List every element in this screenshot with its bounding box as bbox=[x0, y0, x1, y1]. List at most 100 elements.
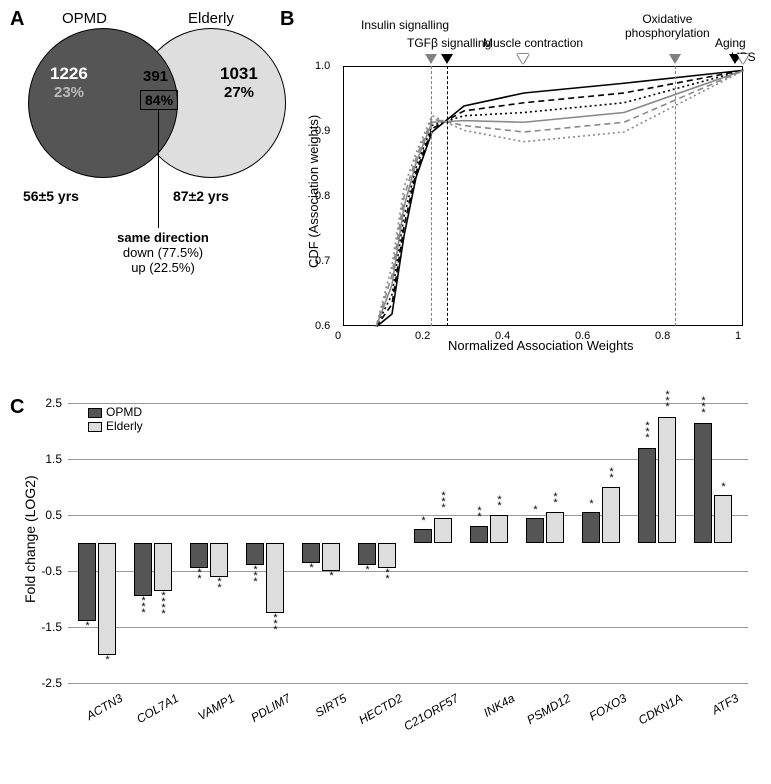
bar-elderly bbox=[266, 543, 284, 613]
cdf-ytick: 0.9 bbox=[315, 125, 330, 137]
cdf-curves-svg bbox=[344, 67, 744, 327]
barchart-ytick: 0.5 bbox=[45, 508, 68, 522]
bar-opmd bbox=[358, 543, 376, 565]
significance-stars: * bbox=[302, 565, 320, 571]
cdf-plot-area bbox=[343, 66, 743, 326]
significance-stars: * bbox=[322, 573, 340, 579]
significance-stars: ** bbox=[546, 494, 564, 506]
cdf-ytick: 0.7 bbox=[315, 255, 330, 267]
pathway-drop-line bbox=[447, 66, 448, 326]
cdf-xlabel: Normalized Association Weights bbox=[448, 338, 633, 353]
venn-title-left: OPMD bbox=[62, 10, 107, 27]
barchart-ytick: 2.5 bbox=[45, 396, 68, 410]
panel-a-venn: OPMD Elderly 1226 23% 1031 27% 391 84% 5… bbox=[8, 8, 308, 378]
venn-overlap-pct: 84% bbox=[140, 90, 178, 110]
significance-stars: *** bbox=[658, 392, 676, 410]
venn-connector-line bbox=[158, 110, 159, 228]
bar-opmd bbox=[78, 543, 96, 621]
significance-stars: * bbox=[358, 567, 376, 573]
cdf-xtick: 0.2 bbox=[415, 330, 430, 342]
significance-stars: * bbox=[714, 484, 732, 490]
barchart-xlabel: C21ORF57 bbox=[393, 691, 461, 738]
barchart-gridline bbox=[68, 683, 748, 684]
significance-stars: *** bbox=[134, 598, 152, 616]
bar-elderly bbox=[154, 543, 172, 591]
pathway-label: Insulin signalling bbox=[361, 18, 449, 32]
barchart-xlabel: FOXO3 bbox=[561, 691, 629, 738]
legend-elderly: Elderly bbox=[106, 419, 143, 433]
bar-opmd bbox=[582, 512, 600, 543]
bar-opmd bbox=[302, 543, 320, 563]
venn-overlap-count: 391 bbox=[143, 68, 168, 85]
bar-opmd bbox=[190, 543, 208, 568]
pathway-marker-icon bbox=[441, 54, 453, 64]
cdf-ytick: 0.6 bbox=[315, 320, 330, 332]
legend-opmd: OPMD bbox=[106, 405, 142, 419]
significance-stars: ** bbox=[470, 508, 488, 520]
significance-stars: ** bbox=[378, 570, 396, 582]
significance-stars: * bbox=[414, 518, 432, 524]
significance-stars: *** bbox=[638, 423, 656, 441]
barchart-ytick: -1.5 bbox=[41, 620, 68, 634]
barchart-ytick: 1.5 bbox=[45, 452, 68, 466]
significance-stars: *** bbox=[694, 398, 712, 416]
significance-stars: *** bbox=[434, 493, 452, 511]
pathway-marker-icon bbox=[517, 54, 529, 64]
barchart-xlabel: PSMD12 bbox=[505, 691, 573, 738]
pathway-label: TGFβ signalling bbox=[407, 36, 491, 50]
bar-elderly bbox=[658, 417, 676, 543]
venn-left-count: 1226 bbox=[50, 64, 88, 84]
direction-up: up (22.5%) bbox=[131, 260, 195, 275]
pathway-label: Aging bbox=[715, 36, 746, 50]
barchart-ylabel: Fold change (LOG2) bbox=[22, 475, 38, 603]
pathway-marker-icon bbox=[737, 54, 749, 64]
bar-elderly bbox=[546, 512, 564, 543]
bar-elderly bbox=[490, 515, 508, 543]
pathway-drop-line bbox=[675, 66, 676, 326]
pathway-drop-line bbox=[431, 66, 432, 326]
pathway-marker-icon bbox=[425, 54, 437, 64]
pathway-label: Muscle contraction bbox=[483, 36, 583, 50]
barchart-legend: OPMD Elderly bbox=[88, 405, 143, 433]
barchart-gridline bbox=[68, 403, 748, 404]
significance-stars: ** bbox=[190, 570, 208, 582]
barchart-xlabel: ACTN3 bbox=[57, 691, 125, 738]
bar-opmd bbox=[246, 543, 264, 565]
bar-opmd bbox=[414, 529, 432, 543]
cdf-xtick: 0.4 bbox=[495, 330, 510, 342]
venn-right-pct: 27% bbox=[224, 84, 254, 101]
bar-elderly bbox=[322, 543, 340, 571]
barchart-xlabel: CDKN1A bbox=[617, 691, 685, 738]
bar-opmd bbox=[694, 423, 712, 543]
cdf-ytick: 0.8 bbox=[315, 190, 330, 202]
cdf-xtick: 0.8 bbox=[655, 330, 670, 342]
bar-opmd bbox=[134, 543, 152, 596]
barchart-ytick: -2.5 bbox=[41, 676, 68, 690]
pathway-marker-icon bbox=[669, 54, 681, 64]
significance-stars: * bbox=[78, 623, 96, 629]
panel-b-cdf: CDF (Association weights) Normalized Ass… bbox=[288, 8, 763, 378]
significance-stars: ** bbox=[490, 497, 508, 509]
barchart-xlabel: HECTD2 bbox=[337, 691, 405, 738]
significance-stars: * bbox=[98, 657, 116, 663]
bar-opmd bbox=[638, 448, 656, 543]
bar-elderly bbox=[714, 495, 732, 543]
barchart-xlabel: PDLIM7 bbox=[225, 691, 293, 738]
cdf-ytick: 1.0 bbox=[315, 60, 330, 72]
venn-right-count: 1031 bbox=[220, 64, 258, 84]
pathway-label: Oxidativephosphorylation bbox=[625, 12, 710, 40]
cdf-xtick: 0.6 bbox=[575, 330, 590, 342]
cdf-xtick: 0 bbox=[335, 330, 341, 342]
barchart-xlabel: INK4a bbox=[449, 691, 517, 738]
bar-opmd bbox=[526, 518, 544, 543]
bar-opmd bbox=[470, 526, 488, 543]
venn-title-right: Elderly bbox=[188, 10, 234, 27]
cdf-xtick: 1 bbox=[735, 330, 741, 342]
direction-title: same direction bbox=[117, 230, 209, 245]
venn-right-age: 87±2 yrs bbox=[173, 188, 229, 204]
panel-c-barchart: Fold change (LOG2) -2.5-1.5-0.50.51.52.5… bbox=[8, 393, 763, 776]
significance-stars: ** bbox=[210, 579, 228, 591]
direction-down: down (77.5%) bbox=[123, 245, 203, 260]
significance-stars: *** bbox=[266, 615, 284, 633]
barchart-xlabel: VAMP1 bbox=[169, 691, 237, 738]
